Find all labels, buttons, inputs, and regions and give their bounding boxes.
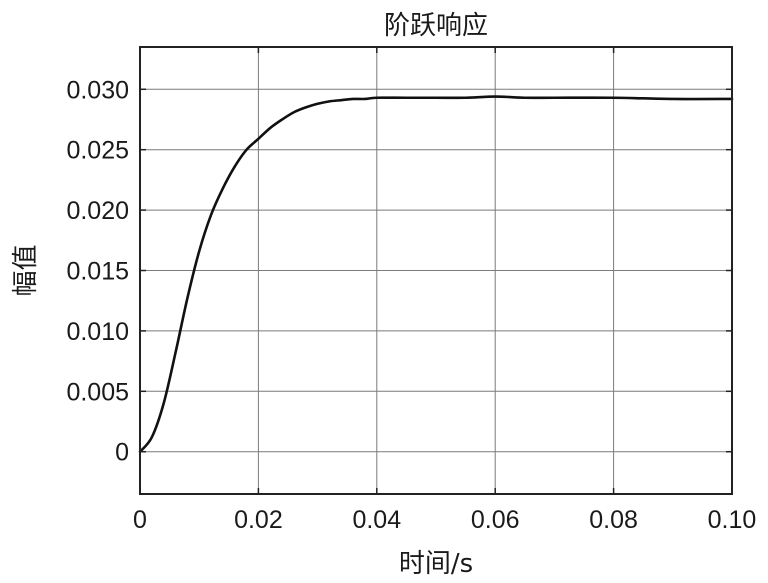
grid [139, 47, 733, 494]
x-axis-label: 时间/s [399, 549, 473, 579]
x-tick-label: 0.08 [589, 506, 638, 534]
y-tick-label: 0.005 [66, 378, 129, 406]
x-tick-label: 0.10 [708, 506, 757, 534]
series-line-0 [138, 95, 734, 454]
y-tick-label: 0.010 [66, 318, 129, 346]
y-tick-label: 0 [115, 439, 129, 467]
y-tick-label: 0.020 [66, 197, 129, 225]
x-tick-label: 0.02 [234, 506, 283, 534]
y-tick-label: 0.030 [66, 76, 129, 104]
x-tick-label: 0 [133, 506, 147, 534]
y-axis-label: 幅值 [11, 244, 41, 296]
y-tick-label: 0.015 [66, 258, 129, 286]
x-tick-label: 0.04 [352, 506, 401, 534]
y-tick-labels: 0 0.005 0.010 0.015 0.020 0.025 0.030 [66, 76, 129, 466]
x-tick-labels: 0 0.02 0.04 0.06 0.08 0.10 [133, 506, 756, 534]
x-tick-label: 0.06 [471, 506, 520, 534]
series-layer [138, 95, 734, 454]
tick-marks [139, 47, 733, 494]
chart-title: 阶跃响应 [384, 11, 488, 41]
y-tick-label: 0.025 [66, 137, 129, 165]
